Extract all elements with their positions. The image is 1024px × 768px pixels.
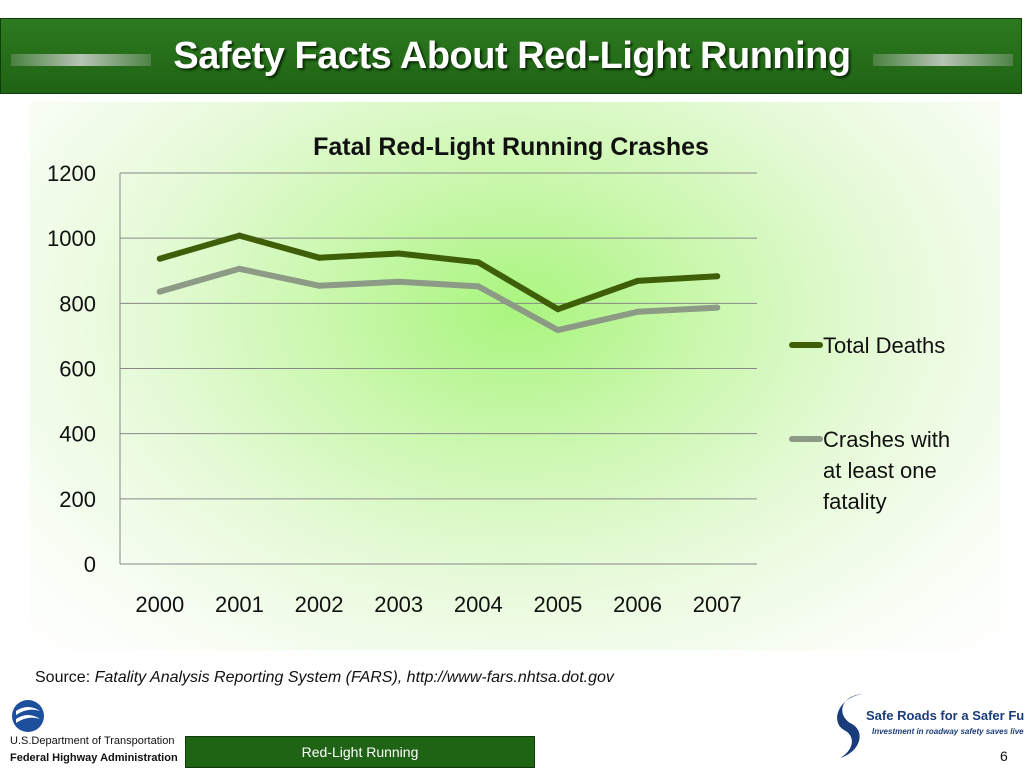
y-tick-label: 800 <box>59 291 96 316</box>
source-text: Fatality Analysis Reporting System (FARS… <box>94 669 614 686</box>
series-line-0 <box>156 232 721 313</box>
x-tick-label: 2006 <box>613 592 662 617</box>
x-tick-label: 2002 <box>295 592 344 617</box>
data-point <box>634 308 641 315</box>
legend-line: fatality <box>823 489 887 514</box>
fhwa-label: Federal Highway Administration <box>10 752 178 764</box>
title-stripe-left <box>11 54 151 66</box>
x-tick-label: 2007 <box>693 592 742 617</box>
y-tick-label: 400 <box>59 422 96 447</box>
logo-tagline: Investment in roadway safety saves lives <box>872 727 1024 736</box>
line-chart: Fatal Red-Light Running Crashes 0 200 400 6… <box>47 133 950 617</box>
data-point <box>554 306 561 313</box>
data-point <box>236 265 243 272</box>
data-point <box>714 304 721 311</box>
logo-title: Safe Roads for a Safer Future <box>866 708 1024 723</box>
data-point <box>316 254 323 261</box>
title-stripe-right <box>873 54 1013 66</box>
data-point <box>714 273 721 280</box>
legend-line: Crashes with <box>823 427 950 452</box>
footer-label: Red-Light Running <box>185 736 535 768</box>
data-point <box>316 282 323 289</box>
chart-background <box>30 102 1000 650</box>
y-tick-label: 1000 <box>47 226 96 251</box>
data-point <box>475 259 482 266</box>
data-point <box>554 327 561 334</box>
x-tick-label: 2000 <box>135 592 184 617</box>
x-tick-label: 2003 <box>374 592 423 617</box>
slide-title: Safety Facts About Red-Light Running <box>173 35 851 77</box>
y-tick-label: 1200 <box>47 161 96 186</box>
data-point <box>156 288 163 295</box>
source-prefix: Source: <box>35 669 95 686</box>
legend-line: at least one <box>823 458 937 483</box>
legend-label-total-deaths: Total Deaths <box>823 333 945 358</box>
y-tick-label: 600 <box>59 357 96 382</box>
y-tick-label: 0 <box>84 552 96 577</box>
x-tick-label: 2004 <box>454 592 503 617</box>
safe-roads-logo-icon <box>837 694 862 758</box>
data-point <box>395 250 402 257</box>
data-point <box>236 232 243 239</box>
dot-department-label: U.S.Department of Transportation <box>10 735 175 747</box>
y-tick-label: 200 <box>59 487 96 512</box>
chart-title: Fatal Red-Light Running Crashes <box>313 133 709 161</box>
page-number: 6 <box>1000 748 1008 764</box>
data-point <box>475 283 482 290</box>
source-citation: Source: Fatality Analysis Reporting Syst… <box>35 669 614 687</box>
title-bar: Safety Facts About Red-Light Running <box>0 18 1022 94</box>
x-tick-label: 2005 <box>533 592 582 617</box>
data-point <box>634 277 641 284</box>
data-point <box>395 278 402 285</box>
series-line-1 <box>156 265 721 334</box>
data-point <box>156 255 163 262</box>
x-tick-label: 2001 <box>215 592 264 617</box>
dot-logo-icon <box>12 700 44 732</box>
legend-label-crashes: Crashes with at least one fatality <box>823 427 950 514</box>
